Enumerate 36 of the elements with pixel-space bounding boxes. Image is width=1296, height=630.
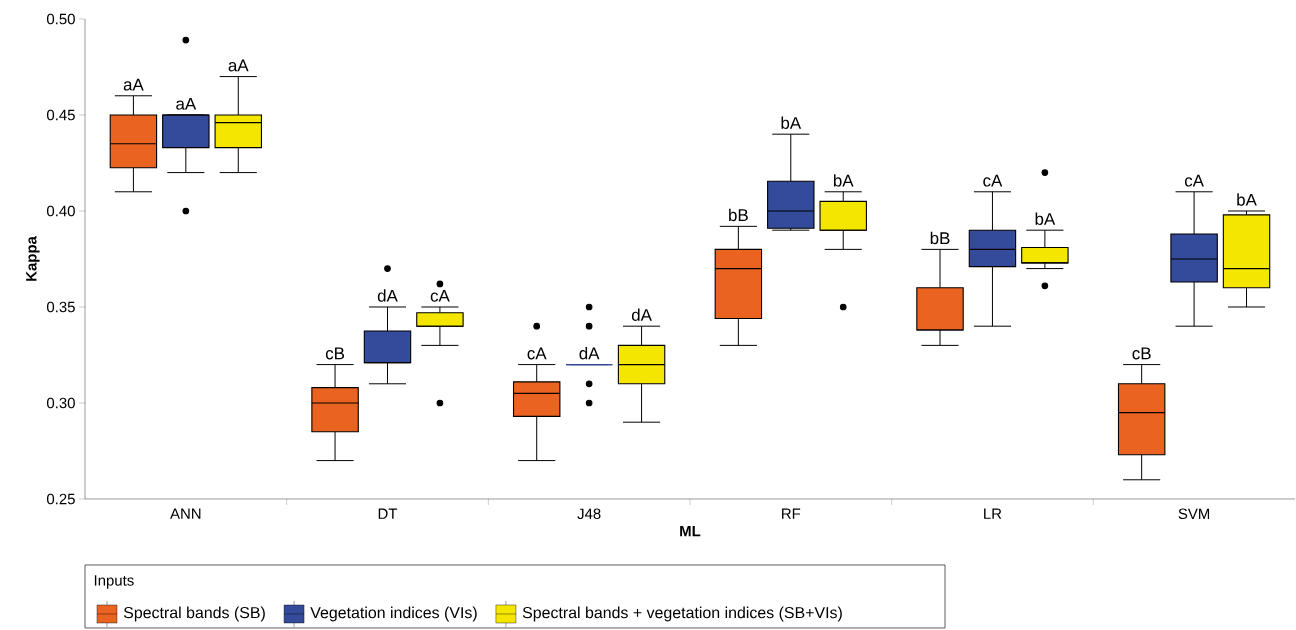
annotation: aA bbox=[123, 78, 144, 91]
legend-label: Vegetation indices (VIs) bbox=[310, 606, 477, 622]
x-tick-label: SVM bbox=[1178, 508, 1210, 520]
y-axis-title: Kappa bbox=[26, 236, 40, 281]
y-tick-label: 0.40 bbox=[46, 205, 75, 217]
x-tick-label: RF bbox=[782, 508, 801, 519]
y-tick-label: 0.50 bbox=[46, 13, 75, 25]
annotation: cA bbox=[527, 347, 547, 360]
annotation: cA bbox=[430, 289, 450, 302]
annotation: cB bbox=[325, 347, 345, 360]
annotation: bA bbox=[1035, 212, 1056, 225]
annotation: dA bbox=[579, 346, 600, 360]
legend-label: Spectral bands + vegetation indices (SB+VIs) bbox=[522, 606, 842, 622]
annotation: cB bbox=[1132, 347, 1151, 360]
x-tick-label: ANN bbox=[170, 508, 201, 519]
annotation: bA bbox=[781, 116, 802, 129]
x-tick-label: LR bbox=[984, 508, 1002, 519]
annotation: cA bbox=[1184, 174, 1204, 187]
annotation: aA bbox=[228, 59, 249, 72]
legend-label: Spectral bands (SB) bbox=[123, 606, 265, 622]
annotation: aA bbox=[176, 97, 197, 110]
annotation: bA bbox=[833, 174, 854, 187]
x-tick-label: J48 bbox=[577, 508, 601, 520]
x-axis-title: ML bbox=[680, 525, 701, 537]
annotation: cA bbox=[983, 174, 1003, 187]
y-tick-label: 0.30 bbox=[46, 397, 75, 409]
annotation: bB bbox=[930, 231, 950, 245]
legend-title: Inputs bbox=[94, 575, 134, 589]
x-tick-label: DT bbox=[378, 508, 398, 519]
annotation: bB bbox=[729, 208, 748, 222]
y-tick-label: 0.45 bbox=[46, 109, 75, 121]
annotation: dA bbox=[631, 308, 652, 321]
y-tick-label: 0.25 bbox=[46, 493, 75, 505]
annotation: dA bbox=[377, 289, 398, 302]
y-tick-label: 0.35 bbox=[46, 301, 75, 313]
annotation: bA bbox=[1237, 193, 1257, 206]
